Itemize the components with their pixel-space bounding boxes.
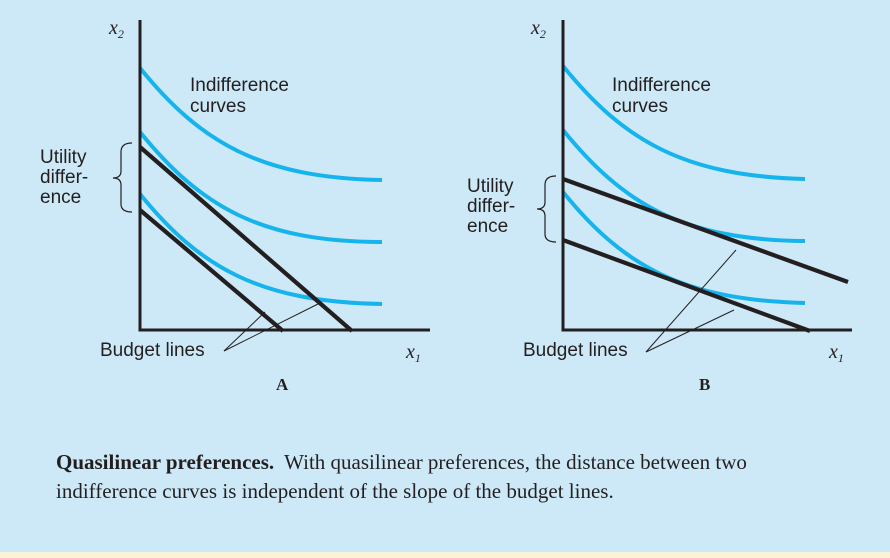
axes xyxy=(561,20,852,332)
panel-b-label: B xyxy=(699,375,710,394)
utility-difference-brace xyxy=(112,142,133,213)
indifference-curve-top xyxy=(138,66,383,182)
indifference-curves-label: Indifference curves xyxy=(612,75,716,117)
panel-b: x2 x1 Indifference curves Utility differ… xyxy=(467,17,852,394)
axes xyxy=(138,20,430,332)
panel-a: x2 x1 Indifference curves Utility differ… xyxy=(40,17,430,394)
x-axis-label: x1 xyxy=(828,341,844,365)
y-axis-label: x2 xyxy=(108,17,124,41)
budget-leader-2 xyxy=(223,302,321,352)
y-axis-label: x2 xyxy=(530,17,546,41)
indifference-curve-bottom xyxy=(138,192,383,306)
figure-caption: Quasilinear preferences. With quasilinear… xyxy=(56,448,846,506)
diagram-canvas: x2 x1 Indifference curves Utility differ… xyxy=(40,17,852,394)
utility-difference-brace xyxy=(536,175,557,243)
utility-difference-label: Utility differ- ence xyxy=(467,176,521,237)
indifference-curve-top xyxy=(561,64,806,181)
budget-line-lower xyxy=(562,238,811,333)
indifference-curve-middle xyxy=(138,130,383,244)
indifference-curves-label: Indifference curves xyxy=(190,75,294,117)
budget-leader-2 xyxy=(645,309,735,353)
utility-difference-label: Utility differ- ence xyxy=(40,147,94,208)
caption-title: Quasilinear preferences. xyxy=(56,450,275,474)
budget-line-upper xyxy=(562,177,849,284)
budget-lines-label: Budget lines xyxy=(100,340,205,361)
budget-line-upper xyxy=(138,145,354,333)
caption-text: With quasilinear preferences, the distan… xyxy=(56,450,747,503)
budget-leader-1 xyxy=(645,249,737,353)
budget-line-lower xyxy=(138,208,285,333)
budget-leader-1 xyxy=(223,311,266,352)
x-axis-label: x1 xyxy=(405,341,421,365)
budget-lines-label: Budget lines xyxy=(523,340,628,361)
panel-a-label: A xyxy=(276,375,289,394)
